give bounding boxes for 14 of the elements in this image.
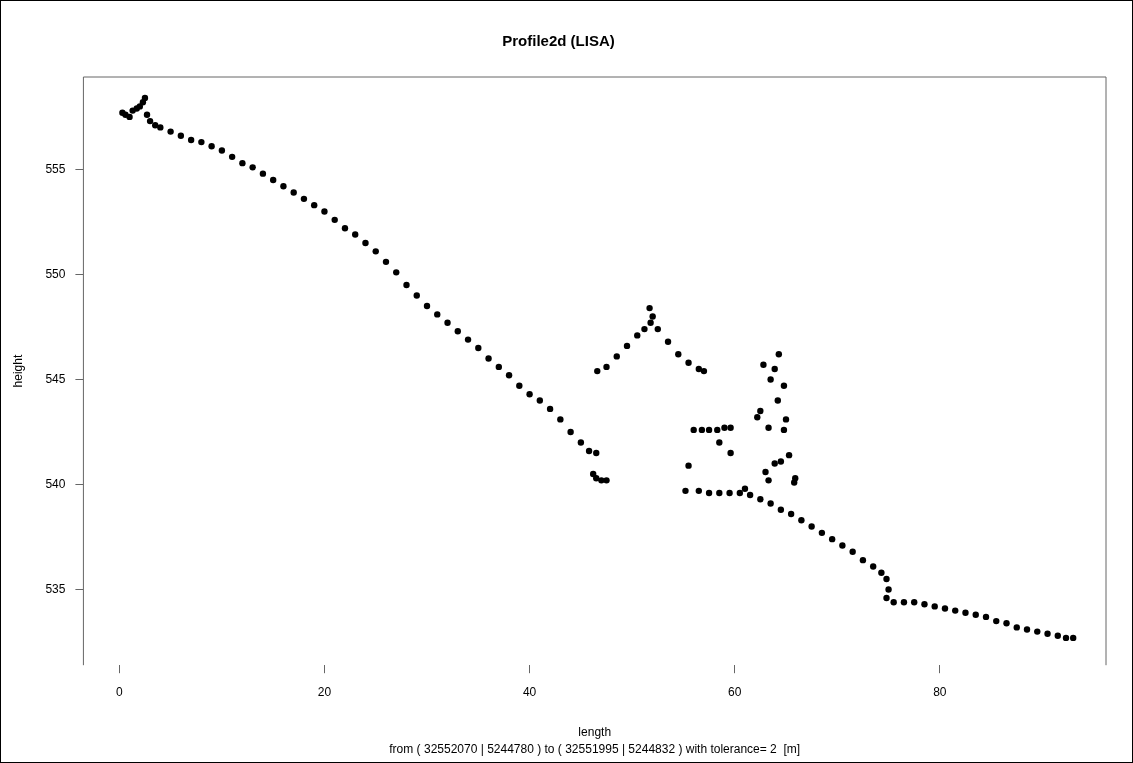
x-axis-title: length [578, 725, 612, 740]
y-tick-label: 535 [45, 581, 66, 596]
text: from ( 32552070 | 5244780 ) to ( 32551995 | 5244832 ) with tolerance= 2 [m] [389, 742, 801, 757]
chart-title: Profile2d (LISA) [502, 32, 615, 50]
x-tick-label: 60 [728, 684, 742, 699]
x-tick-label: 0 [115, 684, 123, 699]
x-tick-label: 20 [317, 684, 332, 699]
y-tick-label: 540 [45, 476, 66, 491]
y-tick-label: 545 [45, 371, 66, 386]
y-tick-label: 555 [45, 161, 66, 176]
y-axis-title: height [10, 354, 25, 388]
x-tick-label: 80 [933, 684, 947, 699]
y-tick-label: 550 [45, 266, 66, 281]
x-tick-label: 40 [522, 684, 537, 699]
